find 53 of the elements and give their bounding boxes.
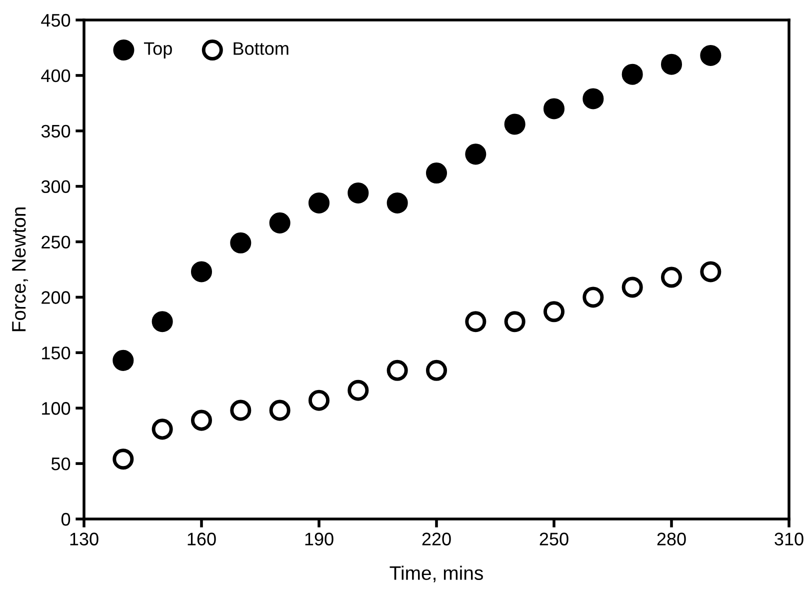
point bbox=[386, 360, 408, 381]
y-tick-label: 50 bbox=[51, 457, 70, 470]
x-tick-label: 190 bbox=[305, 532, 334, 546]
y-tick-label: 100 bbox=[42, 402, 70, 415]
y-tick-label: 300 bbox=[41, 180, 70, 194]
point bbox=[426, 360, 448, 381]
point bbox=[582, 286, 604, 308]
point bbox=[190, 261, 212, 282]
point bbox=[152, 418, 173, 440]
point bbox=[660, 54, 682, 75]
y-axis-title: Force, Newton bbox=[12, 208, 28, 332]
point bbox=[348, 182, 369, 204]
y-tick-label: 150 bbox=[42, 346, 70, 360]
point bbox=[112, 350, 134, 371]
point bbox=[700, 44, 722, 66]
point bbox=[230, 400, 252, 421]
point bbox=[308, 390, 330, 411]
y-tick-label: 250 bbox=[42, 236, 70, 248]
y-tick-label: 200 bbox=[42, 291, 70, 304]
x-tick-label: 130 bbox=[70, 532, 98, 546]
point bbox=[465, 144, 486, 165]
point bbox=[660, 266, 682, 288]
point bbox=[543, 98, 565, 120]
point bbox=[543, 301, 565, 322]
legend-label: Bottom bbox=[234, 42, 288, 55]
y-tick-label: 350 bbox=[41, 124, 70, 138]
point bbox=[504, 311, 526, 332]
y-tick-label: 450 bbox=[41, 14, 70, 27]
point bbox=[426, 162, 448, 184]
point bbox=[700, 261, 722, 282]
point bbox=[152, 311, 173, 332]
x-tick-label: 220 bbox=[422, 532, 451, 546]
x-tick-label: 280 bbox=[657, 532, 686, 546]
legend-label: Top bbox=[144, 42, 172, 58]
y-tick-label: 0 bbox=[61, 512, 70, 526]
x-tick-label: 160 bbox=[188, 532, 216, 546]
point bbox=[622, 276, 643, 298]
point bbox=[190, 410, 212, 431]
x-tick-label: 250 bbox=[540, 532, 568, 546]
point bbox=[386, 192, 408, 214]
point bbox=[269, 212, 290, 234]
y-tick-label: 400 bbox=[41, 69, 70, 82]
point bbox=[269, 400, 290, 421]
point bbox=[622, 64, 643, 85]
point bbox=[348, 380, 369, 401]
point bbox=[112, 448, 134, 470]
point bbox=[230, 232, 252, 254]
x-tick-label: 310 bbox=[774, 532, 804, 546]
point bbox=[465, 311, 486, 332]
point bbox=[582, 88, 604, 110]
point bbox=[504, 114, 526, 135]
x-axis-title: Time, mins bbox=[390, 566, 483, 582]
point bbox=[308, 192, 330, 214]
